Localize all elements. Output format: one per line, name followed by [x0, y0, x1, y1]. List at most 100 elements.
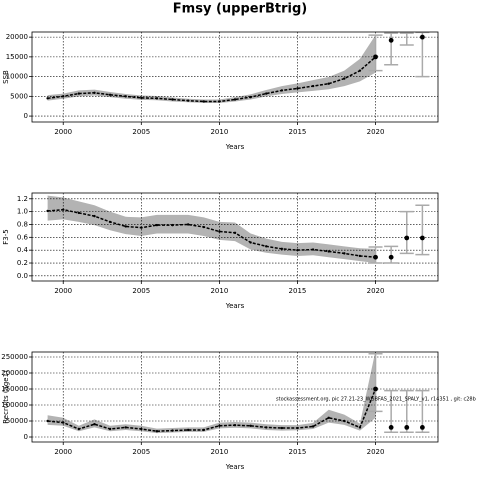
forecast-point: [373, 386, 378, 392]
point: [93, 214, 96, 218]
y-tick-label: 0.4: [17, 246, 29, 254]
x-tick-label: 2020: [367, 287, 385, 295]
y-tick-label: 100000: [1, 401, 28, 409]
error-bar: [415, 204, 430, 256]
point: [171, 98, 174, 101]
point: [311, 248, 315, 251]
point: [358, 69, 362, 72]
forecast-point: [404, 235, 410, 241]
y-tick-label: 0.2: [17, 259, 28, 267]
error-bar: [399, 210, 414, 255]
x-tick-label: 2000: [54, 128, 72, 136]
forecast-point: [419, 34, 425, 40]
point: [93, 91, 96, 94]
point: [62, 95, 65, 98]
point: [280, 89, 284, 92]
point: [46, 419, 49, 423]
x-tick-label: 2000: [54, 448, 72, 456]
x-tick-label: 2005: [132, 448, 150, 456]
annotation: stockassessment.org, pic 27.21-23_WGBFAS…: [276, 397, 476, 403]
x-tick-label: 2005: [132, 128, 150, 136]
forecast-point: [419, 235, 425, 241]
point: [343, 77, 346, 80]
chart-title: Fmsy (upperBtrig): [173, 2, 307, 17]
point: [280, 247, 284, 251]
y-axis-label: F3-5: [2, 229, 10, 244]
y-tick-label: 0.6: [17, 233, 29, 241]
point: [327, 82, 330, 85]
y-tick-label: 10000: [6, 73, 28, 81]
x-tick-label: 2005: [132, 287, 150, 295]
point: [77, 427, 81, 431]
point: [77, 211, 81, 215]
point: [327, 250, 330, 253]
x-axis-label: Years: [225, 143, 245, 151]
point: [218, 100, 221, 103]
point: [124, 225, 127, 228]
point: [46, 97, 49, 100]
y-tick-label: 0: [24, 112, 28, 120]
forecast-point: [419, 425, 425, 430]
point: [233, 98, 237, 101]
y-axis-label: Recruits (age1): [2, 370, 10, 424]
x-axis-label: Years: [225, 463, 245, 471]
error-bar: [368, 34, 383, 72]
point: [327, 416, 330, 420]
point: [186, 223, 190, 226]
point: [311, 84, 315, 88]
point: [202, 428, 205, 432]
point: [249, 241, 252, 244]
point: [46, 209, 49, 213]
x-axis-label: Years: [225, 302, 245, 310]
plot-area: [32, 352, 438, 442]
plot-area: [32, 193, 438, 281]
point: [124, 95, 127, 98]
y-tick-label: 15000: [6, 53, 28, 61]
forecast-point: [388, 425, 394, 430]
point: [343, 419, 346, 423]
point: [186, 99, 190, 102]
point: [296, 248, 299, 252]
point: [62, 208, 65, 211]
point: [265, 426, 268, 429]
x-tick-label: 2010: [210, 128, 228, 136]
line: [47, 208, 376, 258]
y-tick-label: 0: [24, 433, 28, 441]
point: [93, 423, 96, 426]
y-tick-label: 0.8: [17, 220, 28, 228]
point: [202, 225, 205, 229]
point: [265, 92, 268, 95]
y-tick-label: 250000: [1, 353, 28, 361]
x-tick-label: 2020: [367, 128, 385, 136]
point: [218, 230, 221, 233]
point: [233, 423, 237, 427]
point: [296, 426, 299, 430]
line: [47, 56, 377, 103]
plot-frame: [31, 351, 439, 443]
point: [265, 245, 268, 248]
y-tick-label: 5000: [10, 92, 28, 100]
point: [108, 427, 112, 431]
confidence-band: [47, 35, 376, 104]
point: [140, 427, 143, 431]
point: [108, 93, 112, 96]
x-tick-label: 2010: [210, 448, 228, 456]
point: [311, 425, 315, 428]
error-bar: [368, 353, 383, 413]
x-tick-label: 2015: [289, 128, 307, 136]
point: [202, 100, 205, 103]
forecast-point: [373, 54, 378, 60]
plot-area: [32, 32, 438, 122]
x-tick-label: 2015: [289, 448, 307, 456]
point: [249, 424, 252, 428]
forecast-point: [388, 254, 394, 260]
x-tick-label: 2010: [210, 287, 228, 295]
point: [155, 97, 159, 100]
y-tick-label: 1.2: [17, 195, 28, 203]
point: [233, 231, 237, 235]
y-tick-label: 0.0: [17, 272, 28, 280]
point: [77, 92, 81, 95]
error-bar: [384, 245, 399, 264]
y-tick-label: 20000: [6, 33, 28, 41]
